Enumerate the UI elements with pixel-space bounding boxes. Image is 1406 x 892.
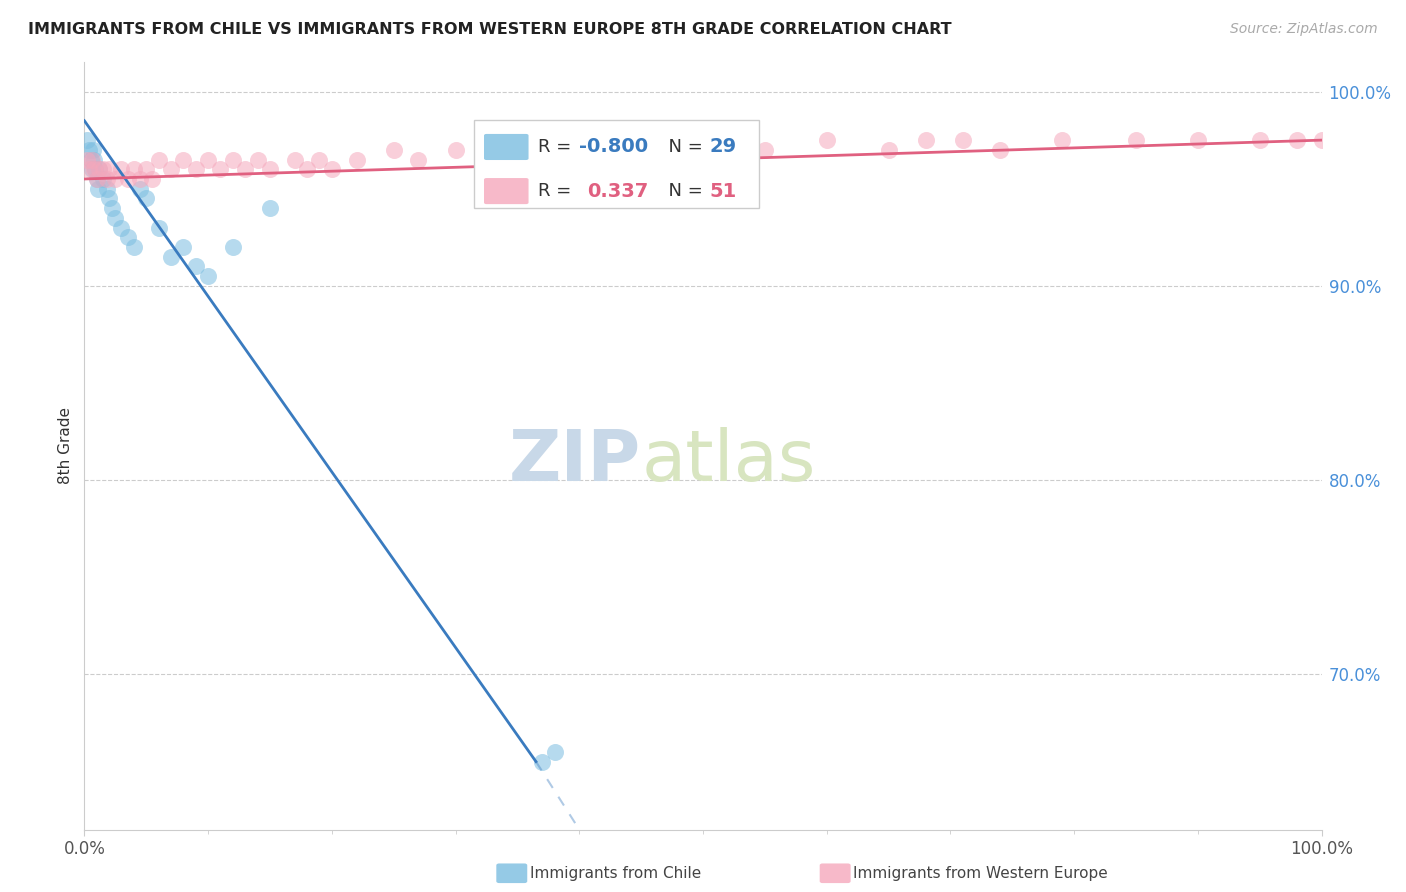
Point (308, 153, 330, 167)
Text: Immigrants from Western Europe: Immigrants from Western Europe (853, 866, 1108, 880)
Point (233, 162, 256, 177)
Point (754, 143, 776, 157)
Point (295, 162, 318, 177)
FancyBboxPatch shape (484, 134, 529, 160)
Point (160, 250, 183, 264)
Point (98, 162, 121, 177)
Text: N =: N = (657, 138, 709, 156)
Point (76, 153, 98, 167)
Point (79, 162, 101, 177)
Point (83, 162, 105, 177)
Point (91, 172, 114, 186)
Point (117, 172, 139, 186)
Point (704, 133, 727, 147)
Point (184, 260, 207, 274)
Point (197, 268, 219, 283)
Point (259, 162, 281, 177)
Point (815, 133, 838, 147)
Point (96, 182, 118, 196)
Point (184, 162, 207, 177)
Point (96, 172, 118, 186)
Point (172, 153, 194, 167)
Point (129, 172, 152, 186)
Text: Immigrants from Chile: Immigrants from Chile (530, 866, 702, 880)
Point (1285, 133, 1308, 147)
Point (141, 172, 163, 186)
Point (222, 240, 245, 254)
Point (104, 211, 127, 225)
Point (86, 172, 108, 186)
Text: 51: 51 (709, 182, 737, 201)
Text: 29: 29 (709, 137, 737, 156)
Point (148, 220, 170, 235)
Point (89, 162, 111, 177)
Point (148, 153, 170, 167)
Point (172, 240, 194, 254)
Text: 0.337: 0.337 (586, 182, 648, 201)
FancyBboxPatch shape (474, 120, 759, 208)
Point (382, 143, 405, 157)
Point (89, 162, 111, 177)
Point (110, 162, 132, 177)
Text: R =: R = (538, 138, 578, 156)
Point (79, 143, 101, 157)
Text: atlas: atlas (641, 427, 815, 496)
Point (1249, 133, 1271, 147)
Point (914, 133, 936, 147)
Point (79, 153, 101, 167)
Point (98, 191, 121, 205)
Point (1187, 133, 1209, 147)
Point (209, 162, 232, 177)
Point (80, 153, 103, 167)
Point (87, 182, 110, 196)
Point (346, 153, 368, 167)
Point (408, 153, 430, 167)
Point (86, 172, 108, 186)
Text: N =: N = (657, 182, 709, 200)
Point (952, 133, 974, 147)
Point (122, 162, 145, 177)
Text: IMMIGRANTS FROM CHILE VS IMMIGRANTS FROM WESTERN EUROPE 8TH GRADE CORRELATION CH: IMMIGRANTS FROM CHILE VS IMMIGRANTS FROM… (28, 22, 952, 37)
Point (877, 143, 900, 157)
Text: ZIP: ZIP (509, 427, 641, 496)
Point (80, 162, 103, 177)
Point (135, 191, 157, 205)
Point (160, 162, 183, 177)
Point (197, 153, 219, 167)
Point (82, 143, 104, 157)
Point (122, 240, 145, 254)
Text: -0.800: -0.800 (579, 137, 648, 156)
Y-axis label: 8th Grade: 8th Grade (58, 408, 73, 484)
Point (1125, 133, 1147, 147)
Point (543, 143, 565, 157)
Point (222, 153, 245, 167)
Point (100, 201, 122, 215)
Point (321, 162, 343, 177)
Point (76, 133, 98, 147)
Point (543, 745, 565, 759)
Text: Source: ZipAtlas.com: Source: ZipAtlas.com (1230, 22, 1378, 37)
Point (988, 143, 1011, 157)
Point (83, 153, 105, 167)
Point (259, 201, 281, 215)
FancyBboxPatch shape (484, 178, 529, 204)
Point (246, 153, 269, 167)
Point (129, 182, 152, 196)
Point (444, 143, 467, 157)
Point (84, 162, 107, 177)
Text: R =: R = (538, 182, 578, 200)
Point (531, 755, 554, 769)
Point (1050, 133, 1073, 147)
Point (284, 153, 307, 167)
Point (593, 133, 616, 147)
Point (481, 143, 503, 157)
Point (104, 172, 127, 186)
Point (110, 220, 132, 235)
Point (117, 230, 139, 244)
Point (1310, 133, 1333, 147)
Point (655, 143, 678, 157)
Point (135, 162, 157, 177)
Point (91, 162, 114, 177)
